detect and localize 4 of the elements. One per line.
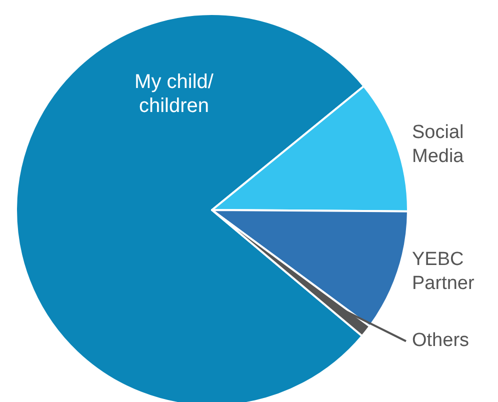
slice-label: My child/ children [134, 71, 214, 117]
slice-label: YEBC Partner [412, 248, 475, 294]
slice-label: Social Media [412, 122, 464, 167]
slice-label: Others [412, 330, 470, 352]
